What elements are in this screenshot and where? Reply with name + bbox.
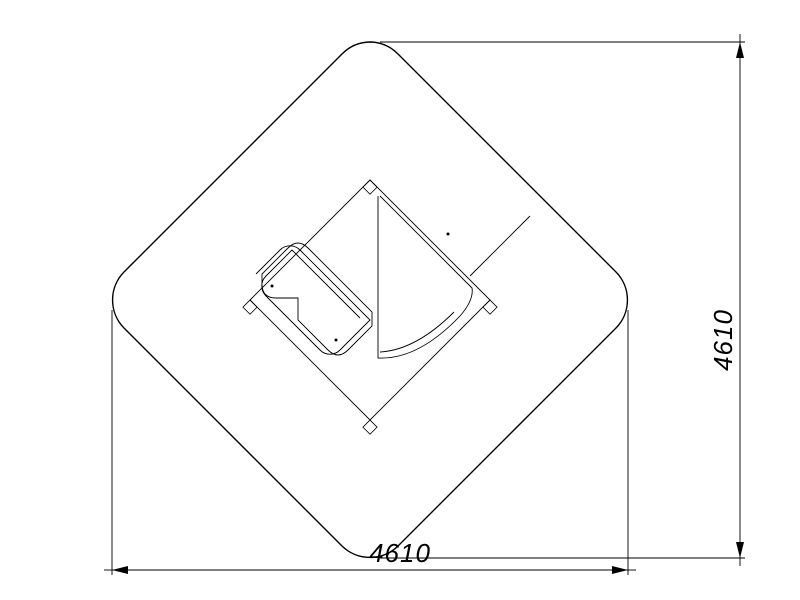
l-panel — [249, 238, 372, 355]
extension-lines — [112, 42, 745, 575]
handle-line — [470, 216, 530, 276]
dim-horizontal-value: 4610 — [369, 538, 431, 568]
inner-diamond — [243, 180, 530, 434]
corner-markers — [243, 180, 497, 434]
dim-vertical-value: 4610 — [708, 309, 738, 371]
dimension-horizontal: 4610 — [104, 538, 636, 574]
arc-panel — [378, 196, 472, 360]
outer-diamond — [113, 42, 628, 557]
dimension-vertical: 4610 — [708, 34, 744, 566]
technical-drawing: 4610 4610 — [0, 0, 800, 600]
